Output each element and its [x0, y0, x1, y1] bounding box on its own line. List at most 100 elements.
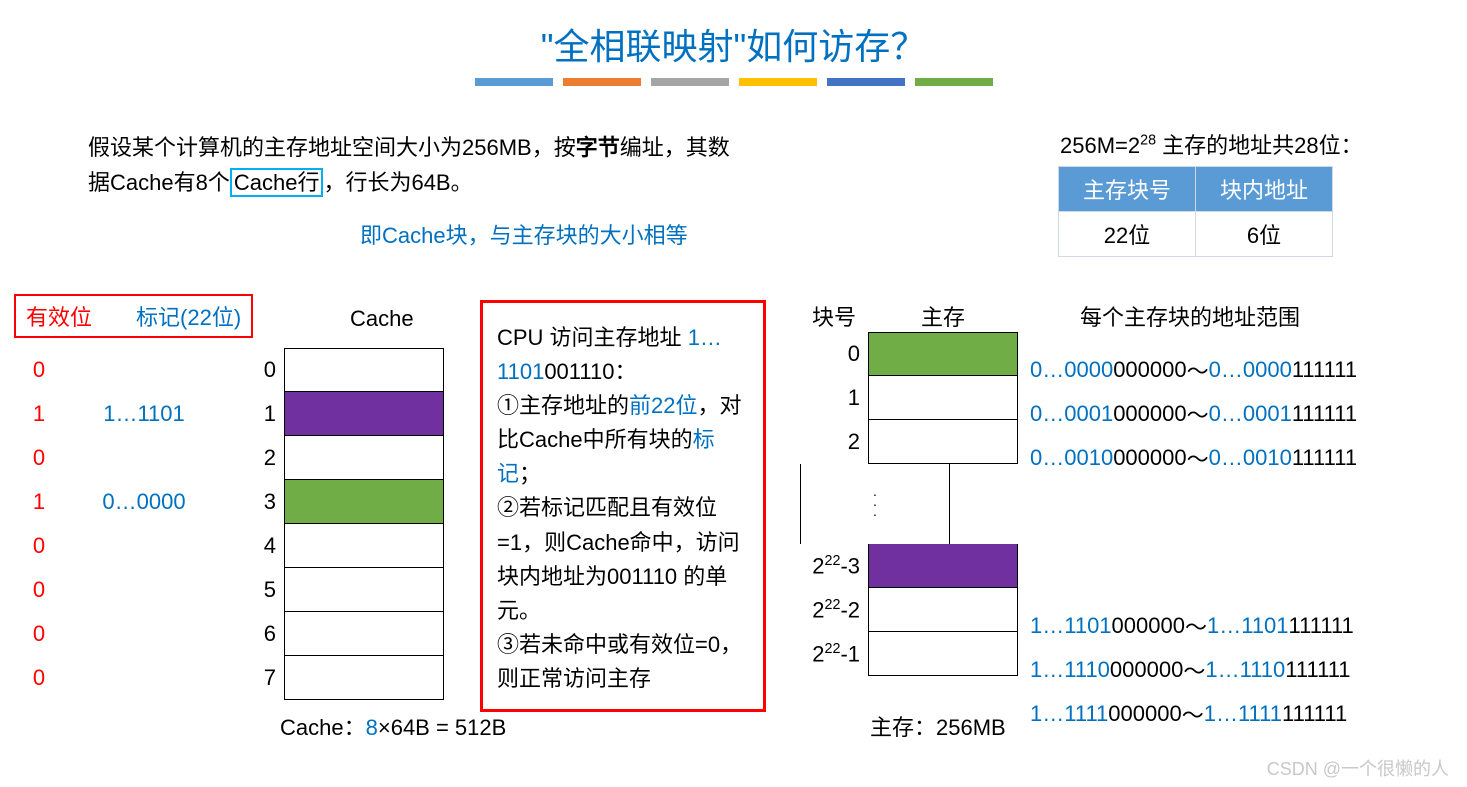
desc-bold: 字节 — [576, 135, 620, 160]
cache-cell — [284, 568, 444, 612]
cpu-access-box: CPU 访问主存地址 1…1101001110： ①主存地址的前22位，对比Ca… — [480, 300, 766, 712]
tag-value: 0…0000 — [64, 489, 224, 515]
cache-cell — [284, 392, 444, 436]
cache-cell — [284, 480, 444, 524]
addr-td2: 6位 — [1196, 212, 1333, 257]
mem-row: 222-2 — [800, 588, 1018, 632]
cache-row: 11…11011 — [14, 392, 444, 436]
mem-cell — [868, 544, 1018, 588]
valid-bit: 1 — [14, 489, 64, 515]
tag-label: 标记(22位) — [136, 300, 241, 332]
cache-header-row: 有效位 标记(22位) — [14, 294, 253, 338]
mem-row: 222-3 — [800, 544, 1018, 588]
cache-index: 5 — [224, 577, 284, 603]
cache-row: 00 — [14, 348, 444, 392]
addr-note: 256M=228 主存的地址共28位： — [1060, 128, 1363, 160]
problem-description: 假设某个计算机的主存地址空间大小为256MB，按字节编址，其数据Cache有8个… — [88, 130, 748, 200]
valid-bit: 0 — [14, 665, 64, 691]
mem-cell — [868, 632, 1018, 676]
mem-ellipsis: ··· — [800, 464, 950, 544]
cpu-l4b: 001110 — [607, 564, 677, 589]
mem-cell — [868, 588, 1018, 632]
addr-note-sup: 28 — [1140, 133, 1156, 149]
mem-row: 0 — [800, 332, 1018, 376]
cache-foot-pre: Cache： — [280, 715, 366, 740]
cache-cell — [284, 436, 444, 480]
cache-index: 0 — [224, 357, 284, 383]
cache-index: 4 — [224, 533, 284, 559]
valid-bit: 0 — [14, 445, 64, 471]
accent-bar — [651, 78, 729, 86]
range-row: 1…1101000000～ 1…1101111111 — [1030, 604, 1357, 648]
accent-bar — [915, 78, 993, 86]
valid-bit: 0 — [14, 621, 64, 647]
cache-index: 2 — [224, 445, 284, 471]
accent-bars — [0, 78, 1467, 86]
cache-row: 02 — [14, 436, 444, 480]
mem-cell — [868, 332, 1018, 376]
cache-row: 04 — [14, 524, 444, 568]
accent-bar — [475, 78, 553, 86]
cache-index: 7 — [224, 665, 284, 691]
cpu-l2k: 001110： — [544, 359, 636, 384]
cpu-l5: ③若未命中或有效位=0，则正常访问主存 — [497, 632, 742, 691]
range-row: 0…0000000000～ 0…0000111111 — [1030, 348, 1357, 392]
cache-index: 3 — [224, 489, 284, 515]
mem-cell — [868, 376, 1018, 420]
cache-index: 1 — [224, 401, 284, 427]
mem-block-num: 222-3 — [800, 553, 868, 579]
range-row: 1…1111000000～ 1…1111111111 — [1030, 692, 1357, 736]
accent-bar — [739, 78, 817, 86]
desc-boxed: Cache行 — [230, 168, 324, 197]
cache-row: 10…00003 — [14, 480, 444, 524]
cache-cell — [284, 348, 444, 392]
addr-td1: 22位 — [1059, 212, 1196, 257]
accent-bar — [827, 78, 905, 86]
cache-header-box: 有效位 标记(22位) — [14, 294, 253, 338]
memory-section: 块号 主存 0 1 2 ··· 222-3 222-2 222-1 — [800, 300, 1018, 676]
mem-block-num: 1 — [800, 385, 868, 411]
cache-index: 6 — [224, 621, 284, 647]
range-header: 每个主存块的地址范围 — [1080, 300, 1300, 332]
valid-bit: 0 — [14, 577, 64, 603]
mem-label: 主存 — [868, 300, 1018, 332]
cpu-l1: CPU 访问主存地址 — [497, 325, 682, 350]
tag-value: 1…1101 — [64, 401, 224, 427]
mem-cell — [868, 420, 1018, 464]
valid-bit: 0 — [14, 357, 64, 383]
sub-description: 即Cache块，与主存块的大小相等 — [360, 218, 688, 250]
cache-foot-post: ×64B = 512B — [378, 715, 506, 740]
accent-bar — [563, 78, 641, 86]
addr-table: 主存块号 块内地址 22位 6位 — [1058, 166, 1333, 257]
cache-foot-blue: 8 — [366, 715, 378, 740]
cache-row: 06 — [14, 612, 444, 656]
watermark: CSDN @一个很懒的人 — [1267, 755, 1449, 781]
page-title: "全相联映射"如何访存？ — [0, 0, 1467, 70]
addr-th2: 块内地址 — [1196, 167, 1333, 212]
mem-block-num: 2 — [800, 429, 868, 455]
mem-block-num: 0 — [800, 341, 868, 367]
cpu-l3e: ； — [519, 461, 541, 486]
cache-row: 07 — [14, 656, 444, 700]
cache-grid: 0011…110110210…0000304050607 — [14, 348, 444, 700]
mem-row: 1 — [800, 376, 1018, 420]
cache-cell — [284, 524, 444, 568]
cache-row: 05 — [14, 568, 444, 612]
mem-row: 222-1 — [800, 632, 1018, 676]
range-row: 0…0001000000～ 0…0001111111 — [1030, 392, 1357, 436]
mem-block-num: 222-2 — [800, 597, 868, 623]
range-row: 0…0010000000～ 0…0010111111 — [1030, 436, 1357, 480]
cache-cell — [284, 656, 444, 700]
mem-block-num: 222-1 — [800, 641, 868, 667]
range-row: 1…1110000000～ 1…1110111111 — [1030, 648, 1357, 692]
addr-th1: 主存块号 — [1059, 167, 1196, 212]
range-list: 0…0000000000～ 0…00001111110…0001000000～ … — [1030, 348, 1357, 736]
cpu-l3a: ①主存地址的 — [497, 393, 629, 418]
desc-end: ，行长为64B。 — [323, 170, 472, 195]
addr-note-pre: 256M=2 — [1060, 133, 1140, 158]
valid-bit: 0 — [14, 533, 64, 559]
mem-block-label: 块号 — [800, 300, 868, 332]
cpu-l3b: 前22位 — [629, 393, 697, 418]
valid-bit: 1 — [14, 401, 64, 427]
cache-cell — [284, 612, 444, 656]
